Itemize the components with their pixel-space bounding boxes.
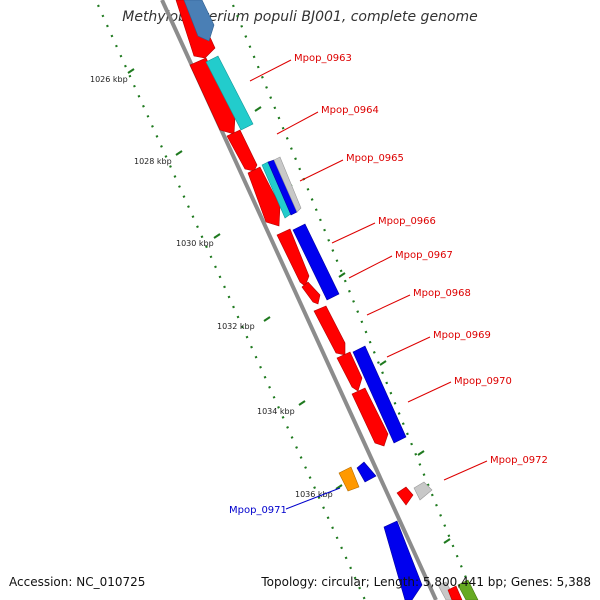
tick-label-1030: 1030 kbp xyxy=(176,239,214,248)
tick-mark xyxy=(254,106,262,112)
gene-label-mpop-0965[interactable]: Mpop_0965 xyxy=(346,153,404,164)
tick-label-1036: 1036 kbp xyxy=(295,490,333,499)
gene-label-mpop-0967[interactable]: Mpop_0967 xyxy=(395,250,453,261)
leader-line-mpop-0965 xyxy=(299,159,344,182)
tick-mark xyxy=(443,538,451,544)
gene-label-mpop-0963[interactable]: Mpop_0963 xyxy=(294,53,352,64)
gene-feature-red xyxy=(336,351,363,392)
tick-marks xyxy=(127,68,451,544)
gene-feature-red xyxy=(447,585,463,600)
gene-feature-blue xyxy=(352,345,407,444)
leader-line-mpop-0964 xyxy=(276,111,319,135)
gene-feature-red xyxy=(396,486,414,506)
gene-leader-lines xyxy=(249,59,488,510)
tick-mark xyxy=(338,272,346,278)
tick-mark xyxy=(127,68,135,74)
accession-label: Accession: NC_010725 xyxy=(9,575,146,589)
topology-label: Topology: circular; Length: 5,800,441 bp… xyxy=(261,575,591,589)
gene-feature-blue xyxy=(383,520,423,600)
gene-feature-orange xyxy=(338,466,360,492)
tick-label-1028: 1028 kbp xyxy=(134,157,172,166)
gene-labels: Mpop_0963 Mpop_0964 Mpop_0965 Mpop_0966 … xyxy=(229,53,548,516)
tick-mark xyxy=(213,233,221,239)
leader-line-mpop-0970 xyxy=(407,381,452,403)
gene-label-mpop-0972[interactable]: Mpop_0972 xyxy=(490,455,548,466)
gene-feature-red xyxy=(247,166,281,227)
tick-label-1032: 1032 kbp xyxy=(217,322,255,331)
gene-feature-red xyxy=(226,129,258,172)
gene-feature-gray xyxy=(273,156,302,213)
gene-feature-green xyxy=(457,579,479,600)
leader-line-mpop-0971 xyxy=(285,487,341,510)
gene-label-mpop-0964[interactable]: Mpop_0964 xyxy=(321,105,379,116)
gene-feature-blue xyxy=(356,461,377,483)
tick-mark xyxy=(175,150,183,156)
leader-line-mpop-0967 xyxy=(348,255,393,279)
tick-labels: 1026 kbp 1028 kbp 1030 kbp 1032 kbp 1034… xyxy=(90,75,333,499)
tick-label-1026: 1026 kbp xyxy=(90,75,128,84)
leader-line-mpop-0968 xyxy=(366,294,411,316)
gene-label-mpop-0966[interactable]: Mpop_0966 xyxy=(378,216,436,227)
gene-feature-blue xyxy=(292,223,340,301)
tick-mark xyxy=(298,400,306,406)
leader-line-mpop-0972 xyxy=(443,460,488,481)
gene-label-mpop-0971[interactable]: Mpop_0971 xyxy=(229,505,287,516)
gene-label-mpop-0970[interactable]: Mpop_0970 xyxy=(454,376,512,387)
tick-mark xyxy=(417,450,425,456)
gene-label-mpop-0968[interactable]: Mpop_0968 xyxy=(413,288,471,299)
leader-line-mpop-0963 xyxy=(249,59,292,82)
gene-feature-red xyxy=(313,305,346,356)
gene-feature-gray xyxy=(413,481,433,501)
tick-mark xyxy=(263,316,271,322)
gene-feature-red xyxy=(301,281,321,305)
gene-feature-red xyxy=(276,228,310,287)
tick-mark xyxy=(335,484,343,490)
gene-label-mpop-0969[interactable]: Mpop_0969 xyxy=(433,330,491,341)
leader-line-mpop-0969 xyxy=(386,336,431,358)
gene-feature-red xyxy=(351,387,389,447)
leader-line-mpop-0966 xyxy=(331,222,376,244)
tick-mark xyxy=(379,360,387,366)
tick-label-1034: 1034 kbp xyxy=(257,407,295,416)
gene-feature-red xyxy=(189,57,236,135)
features-forward xyxy=(183,0,479,600)
gene-feature-cyan xyxy=(205,55,254,131)
gene-feature-steel xyxy=(183,0,215,42)
